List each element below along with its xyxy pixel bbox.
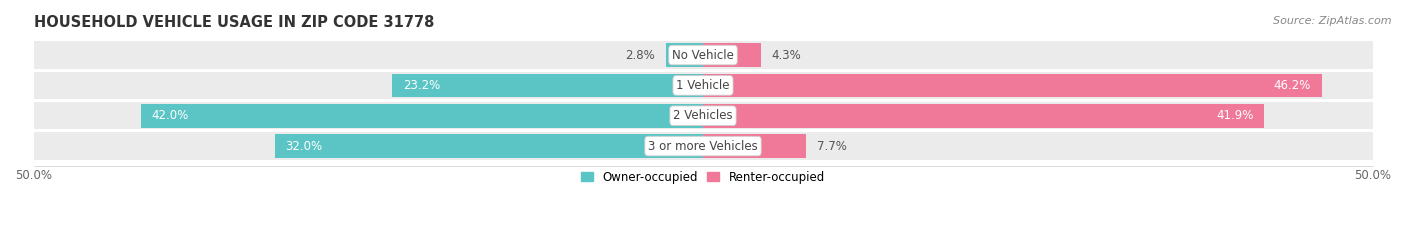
Bar bbox=[141, 104, 703, 127]
Text: 7.7%: 7.7% bbox=[817, 140, 846, 153]
Text: 1 Vehicle: 1 Vehicle bbox=[676, 79, 730, 92]
Text: 4.3%: 4.3% bbox=[772, 48, 801, 62]
Bar bbox=[274, 134, 703, 158]
Text: HOUSEHOLD VEHICLE USAGE IN ZIP CODE 31778: HOUSEHOLD VEHICLE USAGE IN ZIP CODE 3177… bbox=[34, 15, 434, 30]
Bar bbox=[665, 43, 703, 67]
Bar bbox=[34, 72, 1372, 99]
Text: 46.2%: 46.2% bbox=[1274, 79, 1310, 92]
Text: No Vehicle: No Vehicle bbox=[672, 48, 734, 62]
Bar bbox=[392, 74, 703, 97]
Text: 42.0%: 42.0% bbox=[152, 109, 188, 122]
Text: 2 Vehicles: 2 Vehicles bbox=[673, 109, 733, 122]
Text: 3 or more Vehicles: 3 or more Vehicles bbox=[648, 140, 758, 153]
Bar bbox=[703, 74, 1322, 97]
Text: 2.8%: 2.8% bbox=[626, 48, 655, 62]
Bar bbox=[703, 134, 806, 158]
Bar bbox=[34, 132, 1372, 160]
Text: 32.0%: 32.0% bbox=[285, 140, 322, 153]
Bar bbox=[34, 41, 1372, 69]
Bar bbox=[34, 102, 1372, 129]
Bar bbox=[703, 104, 1264, 127]
Text: Source: ZipAtlas.com: Source: ZipAtlas.com bbox=[1274, 16, 1392, 26]
Legend: Owner-occupied, Renter-occupied: Owner-occupied, Renter-occupied bbox=[576, 166, 830, 188]
Bar bbox=[703, 43, 761, 67]
Text: 23.2%: 23.2% bbox=[404, 79, 440, 92]
Text: 41.9%: 41.9% bbox=[1216, 109, 1253, 122]
